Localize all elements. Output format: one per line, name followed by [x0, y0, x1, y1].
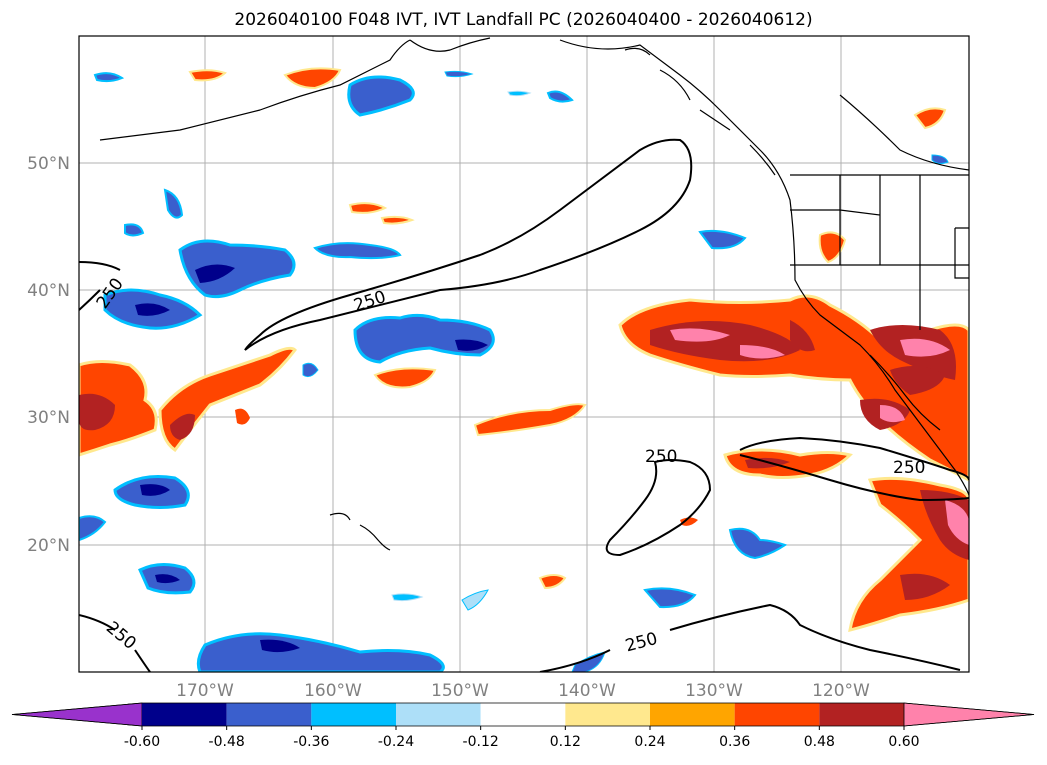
- colorbar-tick-label: 0.36: [719, 734, 750, 750]
- lat-label-20n: 20°N: [27, 536, 70, 556]
- colorbar-segment: [226, 703, 312, 726]
- colorbar-tick-label: -0.24: [378, 734, 414, 750]
- colorbar-extension-min: [11, 702, 143, 727]
- contour-label-250: 250: [645, 447, 677, 467]
- contour-label-250: 250: [893, 458, 925, 478]
- colorbar-tick-label: 0.48: [804, 734, 835, 750]
- positive-anomaly-regions: [79, 67, 969, 633]
- colorbar-segment: [311, 703, 396, 726]
- colorbar-tick-label: -0.60: [124, 734, 160, 750]
- colorbar-segment: [650, 703, 735, 726]
- lon-label-170w: 170°W: [176, 681, 234, 701]
- lat-label-50n: 50°N: [27, 154, 70, 174]
- colorbar-segment: [565, 703, 650, 726]
- colorbar-segment: [480, 703, 566, 726]
- colorbar-segment: [396, 703, 481, 726]
- lon-label-160w: 160°W: [304, 681, 362, 701]
- colorbar-extension-max: [903, 702, 1035, 727]
- latitude-labels: 50°N 40°N 30°N 20°N: [27, 154, 70, 556]
- lat-label-30n: 30°N: [27, 408, 70, 428]
- colorbar-tick-label: 0.60: [888, 734, 919, 750]
- map-title: 2026040100 F048 IVT, IVT Landfall PC (20…: [234, 10, 813, 30]
- lon-label-150w: 150°W: [431, 681, 489, 701]
- lon-label-120w: 120°W: [812, 681, 870, 701]
- ivt-contour-250: [79, 138, 969, 672]
- longitude-labels: 170°W 160°W 150°W 140°W 130°W 120°W: [176, 681, 870, 701]
- colorbar-tick-label: -0.12: [463, 734, 499, 750]
- negative-anomaly-regions: [79, 70, 949, 672]
- colorbar-tick-label: -0.36: [293, 734, 329, 750]
- colorbar-tick-label: -0.48: [209, 734, 245, 750]
- colorbar-tick-label: 0.12: [550, 734, 581, 750]
- colorbar-segment: [142, 703, 227, 726]
- coastlines: [99, 37, 969, 551]
- colorbar-segment: [819, 703, 904, 726]
- lat-label-40n: 40°N: [27, 281, 70, 301]
- map-frame: [78, 35, 970, 673]
- lon-label-130w: 130°W: [685, 681, 743, 701]
- colorbar-segment: [734, 703, 820, 726]
- colorbar-tick-label: 0.24: [634, 734, 665, 750]
- lon-label-140w: 140°W: [558, 681, 616, 701]
- colorbar: -0.60 -0.48 -0.36 -0.24 -0.12 0.12 0.24 0.36 0.4…: [11, 702, 1035, 750]
